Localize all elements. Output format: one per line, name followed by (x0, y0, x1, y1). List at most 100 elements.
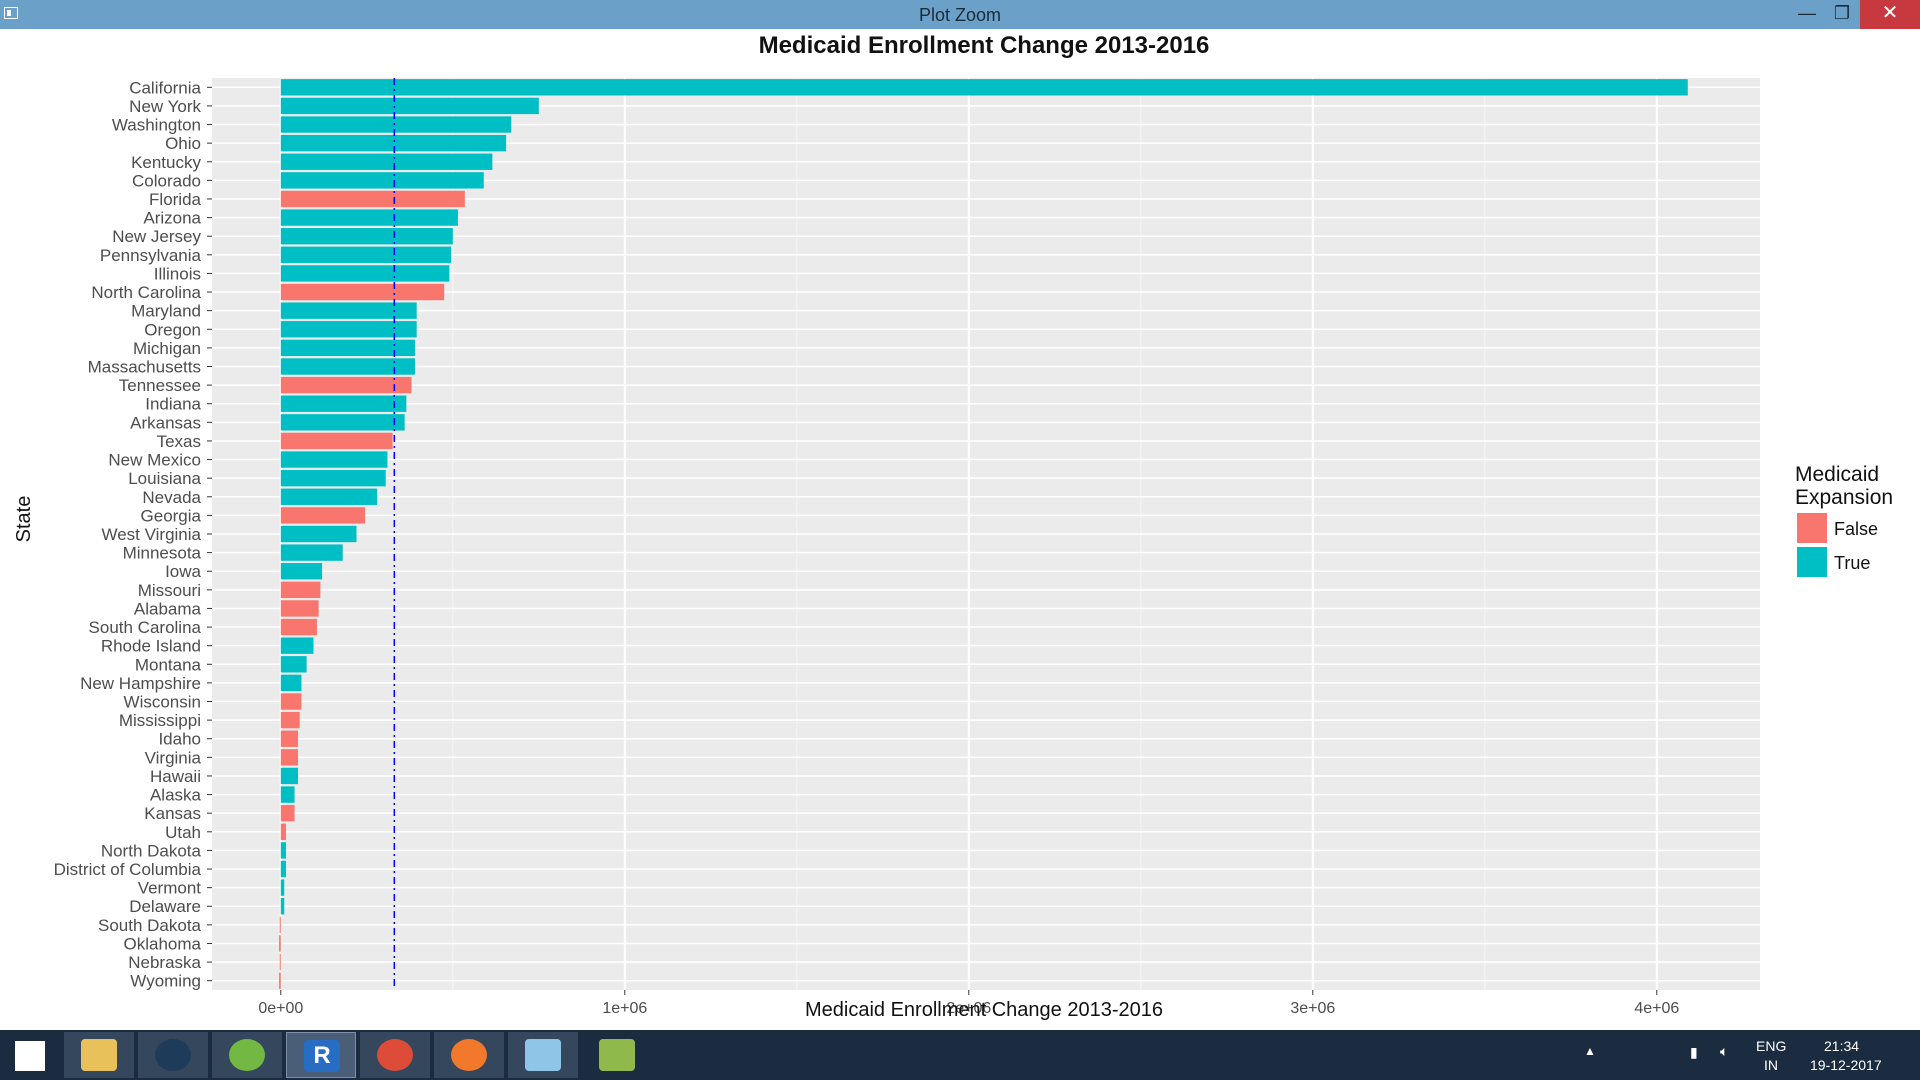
y-tick-label: Alabama (134, 599, 202, 618)
bar-chart: Medicaid Enrollment Change 2013-2016 Cal… (0, 29, 1920, 1030)
y-tick-label: Tennessee (119, 376, 201, 395)
y-tick-label: New York (129, 97, 201, 116)
y-tick-label: Louisiana (128, 469, 201, 488)
bar-nevada (280, 488, 378, 505)
minimize-button[interactable]: — (1798, 3, 1816, 23)
y-tick-label: Oklahoma (124, 934, 202, 953)
bar-new-jersey (280, 228, 453, 245)
bar-alabama (280, 600, 319, 617)
x-axis: 0e+00 1e+06 2e+06 3e+06 4e+06 (258, 990, 1679, 1017)
taskbar-start-button[interactable] (0, 1032, 70, 1078)
bar-massachusetts (280, 358, 415, 375)
y-axis-title: State (13, 496, 35, 543)
bar-west-virginia (280, 525, 357, 543)
language-indicator[interactable]: ENG (1756, 1038, 1787, 1054)
y-tick-label: Missouri (138, 581, 201, 600)
bar-arizona (280, 209, 458, 226)
y-tick-label: New Mexico (108, 451, 201, 470)
bar-district-of-columbia (280, 860, 286, 878)
legend-key-swatch (1797, 513, 1827, 543)
bar-michigan (280, 339, 415, 357)
taskbar-utorrent-button[interactable] (212, 1032, 282, 1078)
bar-vermont (280, 879, 285, 896)
x-tick-label: 0e+00 (258, 1000, 303, 1017)
maximize-button[interactable]: ❐ (1833, 3, 1851, 23)
y-tick-label: North Dakota (101, 841, 202, 860)
region-indicator[interactable]: IN (1764, 1057, 1778, 1073)
bar-maryland (280, 302, 417, 319)
bar-kansas (280, 804, 295, 822)
x-tick-label: 1e+06 (602, 1000, 647, 1017)
window-title: Plot Zoom (918, 5, 1002, 25)
taskbar-file-explorer-button[interactable] (64, 1032, 134, 1078)
network-icon[interactable]: ▮ (1690, 1044, 1698, 1060)
bar-florida (280, 190, 465, 208)
bar-texas (280, 432, 393, 450)
y-tick-label: Ohio (165, 134, 201, 153)
y-tick-label: Montana (135, 655, 202, 674)
bar-delaware (280, 898, 285, 915)
bar-arkansas (280, 414, 405, 431)
y-tick-label: Arkansas (130, 413, 201, 432)
bar-ohio (280, 134, 507, 152)
taskbar-rstudio-gnome-button[interactable] (582, 1032, 652, 1078)
y-tick-label: Delaware (129, 897, 201, 916)
bar-virginia (280, 749, 298, 766)
taskbar-r-button[interactable]: R (286, 1032, 356, 1078)
taskbar: R ▲ ▮ 🔈︎ ENG IN 21:34 19-12-2017 (0, 1030, 1920, 1080)
bar-minnesota (280, 544, 343, 561)
bar-montana (280, 656, 307, 673)
y-tick-label: Washington (112, 116, 201, 135)
y-tick-label: Maryland (131, 302, 201, 321)
taskbar-firefox-button[interactable] (434, 1032, 504, 1078)
chrome-icon (377, 1039, 413, 1071)
y-tick-label: Illinois (154, 264, 201, 283)
bar-north-carolina (280, 283, 445, 301)
tray-up-arrow-icon[interactable]: ▲ (1584, 1044, 1596, 1058)
y-tick-label: Wyoming (130, 972, 201, 991)
clock-time[interactable]: 21:34 (1824, 1038, 1860, 1054)
taskbar-steam-button[interactable] (138, 1032, 208, 1078)
y-tick-label: Oregon (144, 320, 201, 339)
y-tick-label: Indiana (145, 395, 201, 414)
r-icon: R (304, 1040, 340, 1072)
bar-hawaii (280, 767, 298, 785)
legend-key-swatch (1797, 547, 1827, 577)
legend-title: Medicaid (1795, 463, 1879, 486)
y-tick-label: Colorado (132, 171, 201, 190)
bar-pennsylvania (280, 246, 452, 264)
legend-key-label: False (1834, 519, 1878, 539)
x-tick-label: 4e+06 (1634, 1000, 1679, 1017)
bar-washington (280, 116, 512, 133)
chart-title: Medicaid Enrollment Change 2013-2016 (759, 32, 1210, 59)
taskbar-chrome-button[interactable] (360, 1032, 430, 1078)
windows-start-icon (15, 1041, 45, 1071)
steam-icon (155, 1039, 191, 1071)
window-titlebar: Plot Zoom — ❐ ✕ (0, 0, 1920, 29)
close-button[interactable]: ✕ (1860, 0, 1920, 29)
y-tick-label: Arizona (143, 209, 201, 228)
y-tick-label: Idaho (158, 730, 201, 749)
system-tray: ▲ ▮ 🔈︎ ENG IN 21:34 19-12-2017 (1560, 1030, 1920, 1080)
bar-south-carolina (280, 618, 317, 636)
y-tick-label: New Jersey (112, 227, 201, 246)
legend-title: Expansion (1795, 486, 1893, 509)
y-tick-label: Nevada (142, 488, 201, 507)
bar-iowa (280, 563, 323, 580)
y-tick-label: Texas (157, 432, 201, 451)
y-tick-label: Minnesota (123, 544, 202, 563)
utorrent-icon (229, 1039, 265, 1071)
taskbar-notepad-button[interactable] (508, 1032, 578, 1078)
firefox-icon (451, 1039, 487, 1071)
clock-date[interactable]: 19-12-2017 (1810, 1057, 1882, 1073)
volume-icon[interactable]: 🔈︎ (1720, 1043, 1729, 1059)
bar-indiana (280, 395, 407, 412)
bar-new-york (280, 97, 539, 115)
bar-georgia (280, 507, 366, 524)
bar-oklahoma (279, 935, 281, 952)
bar-illinois (280, 265, 450, 282)
bar-wyoming (279, 972, 281, 989)
window-app-icon (4, 7, 18, 19)
